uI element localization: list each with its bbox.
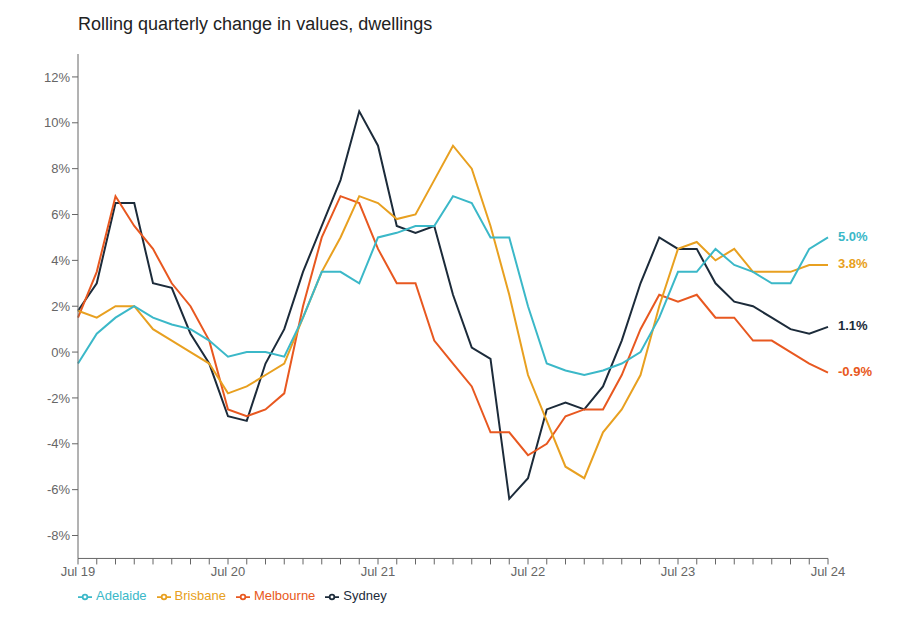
svg-text:2%: 2% [51,299,70,314]
svg-text:4%: 4% [51,253,70,268]
svg-text:Jul 20: Jul 20 [211,564,246,579]
svg-text:-4%: -4% [47,436,71,451]
html-text:Melbourne: Melbourne [253,588,316,604]
html-text:Adelaide: Adelaide [96,588,147,604]
html-text:Sydney: Sydney [343,588,387,604]
svg-text:Jul 24: Jul 24 [811,564,846,579]
svg-text:Jul 21: Jul 21 [361,564,396,579]
svg-text:10%: 10% [44,115,70,130]
svg-text:3.8%: 3.8% [838,256,868,271]
svg-text:5.0%: 5.0% [838,229,868,244]
svg-text:-6%: -6% [47,482,71,497]
svg-text:-8%: -8% [47,528,71,543]
svg-text:-0.9%: -0.9% [838,364,872,379]
svg-text:Jul 23: Jul 23 [661,564,696,579]
svg-text:0%: 0% [51,345,70,360]
svg-text:Jul 22: Jul 22 [511,564,546,579]
svg-text:6%: 6% [51,207,70,222]
svg-text:-2%: -2% [47,391,71,406]
svg-text:8%: 8% [51,161,70,176]
html-text:Brisbane: Brisbane [174,588,226,604]
svg-text:12%: 12% [44,70,70,85]
svg-text:1.1%: 1.1% [838,318,868,333]
svg-text:Jul 19: Jul 19 [61,564,96,579]
html-text:Rolling quarterly change in va: Rolling quarterly change in values, dwel… [78,14,433,34]
